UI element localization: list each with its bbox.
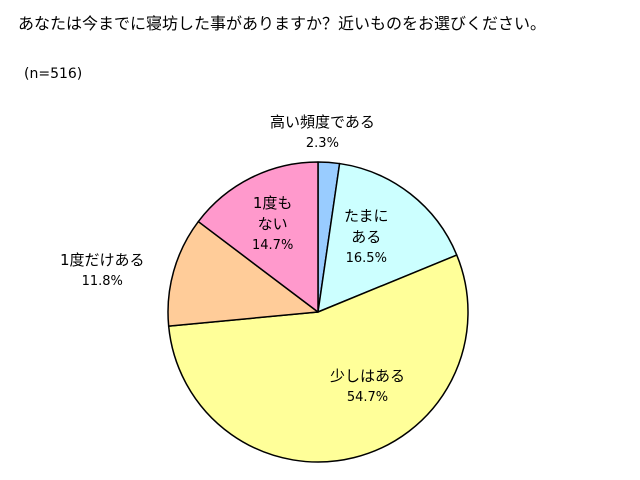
slice-label-a-little-value: 54.7% (346, 390, 389, 405)
slice-label-once: 1度だけある 11.8% (60, 250, 145, 292)
slice-label-sometimes-line2: ある (351, 228, 382, 246)
slice-label-frequent-name: 高い頻度である (270, 113, 375, 131)
slice-label-a-little: 少しはある 54.7% (330, 366, 405, 408)
sample-size: (n=516) (24, 66, 83, 82)
slice-label-sometimes-value: 16.5% (345, 251, 387, 266)
pie-slice-sometimes (317, 162, 458, 313)
slice-label-sometimes: たまに ある 16.5% (344, 206, 389, 269)
slice-label-sometimes-line1: たまに (344, 207, 389, 225)
pie-slice-a-little (167, 254, 469, 463)
slice-label-never-value: 14.7% (252, 238, 294, 253)
pie-slice-never (197, 161, 319, 313)
slice-label-never: 1度も ない 14.7% (252, 193, 293, 256)
chart-title: あなたは今までに寝坊した事がありますか？近いものをお選びください。 (18, 14, 547, 33)
slice-label-once-name: 1度だけある (60, 251, 145, 269)
slice-label-once-value: 11.8% (81, 274, 123, 289)
pie-slice-once (167, 220, 319, 327)
slice-label-never-line2: ない (257, 215, 288, 233)
slice-label-frequent: 高い頻度である 2.3% (270, 112, 375, 154)
slice-label-never-line1: 1度も (252, 194, 293, 212)
slice-label-a-little-name: 少しはある (330, 367, 406, 385)
slice-label-frequent-value: 2.3% (305, 136, 339, 151)
